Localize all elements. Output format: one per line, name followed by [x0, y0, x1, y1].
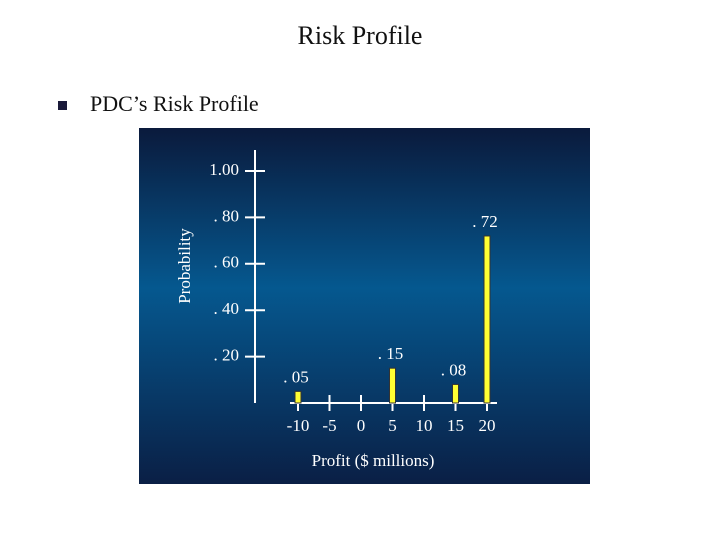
bar	[389, 367, 396, 404]
x-tick-label: 5	[388, 416, 397, 435]
y-axis-label: Probability	[175, 228, 194, 304]
x-axis-label: Profit ($ millions)	[312, 451, 435, 470]
y-tick-label: . 60	[214, 253, 240, 272]
x-tick-label: -10	[287, 416, 310, 435]
slide-title: Risk Profile	[298, 21, 423, 50]
value-label: . 72	[472, 212, 498, 231]
chart-panel	[139, 128, 590, 484]
bar	[452, 383, 459, 404]
x-tick-label: 0	[357, 416, 366, 435]
bullet-square	[58, 101, 67, 110]
y-tick-label: . 80	[214, 206, 240, 225]
x-tick-label: 20	[479, 416, 496, 435]
y-tick-label: . 20	[214, 346, 240, 365]
bullet-text: PDC’s Risk Profile	[90, 91, 259, 116]
x-tick-label: 10	[416, 416, 433, 435]
y-tick-label: . 40	[214, 299, 240, 318]
value-label: . 15	[378, 344, 404, 363]
x-tick-label: 15	[447, 416, 464, 435]
y-tick-label: 1.00	[209, 160, 239, 179]
value-label: . 08	[441, 360, 467, 379]
bar	[294, 390, 302, 404]
x-tick-label: -5	[322, 416, 336, 435]
bar	[483, 235, 491, 404]
value-label: . 05	[283, 367, 309, 386]
